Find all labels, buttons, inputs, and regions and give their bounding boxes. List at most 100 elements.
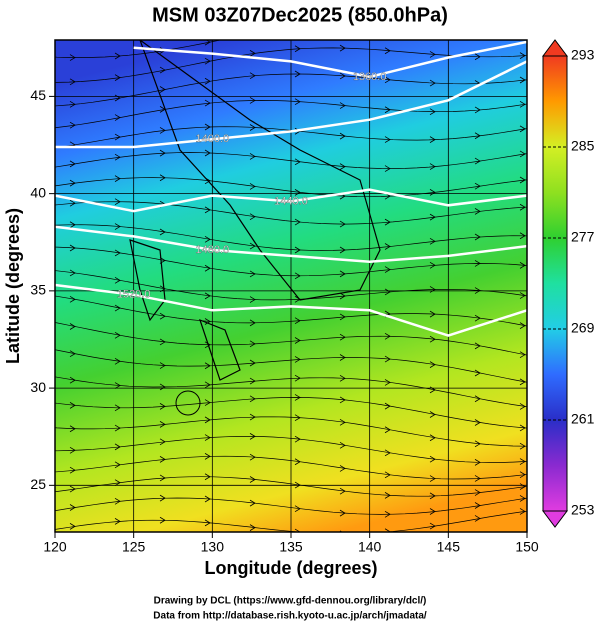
stream-arrow	[114, 443, 121, 451]
stream-arrow	[339, 72, 346, 80]
stream-arrow	[249, 433, 256, 440]
stream-arrow	[429, 163, 436, 170]
stream-arrow	[339, 292, 346, 300]
stream-arrow	[339, 270, 346, 278]
stream-arrow	[114, 331, 121, 339]
stream-arrow	[384, 243, 391, 250]
stream-arrow	[204, 416, 211, 424]
stream-arrow	[384, 106, 391, 114]
stream-arrow	[384, 47, 391, 55]
stream-arrow	[249, 270, 256, 278]
stream-arrow	[519, 403, 526, 410]
stream-arrow	[159, 403, 166, 410]
stream-arrow	[249, 377, 256, 385]
stream-arrow	[429, 189, 436, 196]
contour-line	[55, 60, 528, 149]
stream-arrow	[384, 471, 391, 479]
stream-arrow	[519, 76, 526, 84]
stream-arrow	[474, 260, 481, 267]
footer-line: Drawing by DCL (https://www.gfd-dennou.o…	[154, 596, 427, 607]
stream-arrow	[114, 52, 121, 60]
streamline	[55, 40, 223, 58]
stream-arrow	[384, 510, 391, 518]
contour-label: 1520.0	[117, 289, 151, 301]
stream-arrow	[249, 395, 256, 403]
stream-arrow	[159, 338, 166, 346]
stream-arrow	[384, 288, 391, 296]
stream-arrow	[474, 515, 481, 522]
x-tick-label: 135	[279, 539, 303, 555]
stream-arrow	[474, 182, 481, 190]
stream-arrow	[69, 78, 76, 86]
stream-arrow	[384, 332, 391, 340]
stream-arrow	[204, 149, 211, 157]
stream-arrow	[249, 453, 256, 461]
stream-arrow	[294, 458, 301, 466]
stream-arrow	[429, 310, 436, 318]
stream-arrow	[204, 341, 211, 349]
stream-arrow	[294, 98, 301, 106]
stream-arrow	[69, 295, 76, 303]
stream-arrow	[69, 446, 76, 454]
stream-arrow	[159, 474, 166, 482]
stream-arrow	[519, 292, 526, 299]
stream-arrow	[204, 292, 211, 300]
stream-arrow	[475, 27, 480, 33]
stream-arrow	[384, 426, 391, 434]
stream-arrow	[429, 434, 436, 442]
stream-arrow	[204, 235, 211, 243]
stream-arrow	[339, 163, 346, 170]
stream-arrow	[474, 459, 481, 466]
stream-arrow	[114, 198, 121, 206]
stream-arrow	[69, 179, 76, 187]
stream-arrow	[69, 523, 76, 530]
stream-arrow	[339, 487, 346, 495]
stream-arrow	[339, 441, 346, 449]
stream-arrow	[204, 99, 211, 107]
stream-arrow	[294, 70, 301, 78]
stream-arrow	[114, 382, 121, 389]
stream-arrow	[429, 51, 436, 58]
stream-arrow	[159, 438, 166, 446]
stream-arrow	[474, 342, 481, 350]
stream-arrow	[294, 246, 301, 254]
colorbar-tick-label: 261	[571, 411, 595, 427]
stream-arrow	[114, 153, 121, 161]
stream-arrow	[69, 425, 76, 433]
stream-arrow	[69, 376, 76, 384]
stream-arrow	[69, 485, 76, 493]
stream-arrow	[159, 257, 166, 264]
stream-arrow	[520, 28, 525, 34]
x-tick-label: 120	[43, 539, 67, 555]
stream-arrow	[474, 502, 481, 509]
coastline	[129, 239, 166, 322]
stream-arrow	[474, 53, 481, 61]
coastline	[139, 40, 381, 301]
stream-arrow	[474, 369, 481, 377]
stream-arrow	[159, 383, 166, 391]
x-tick-label: 130	[201, 539, 225, 555]
stream-arrow	[249, 97, 256, 104]
stream-arrow	[519, 150, 526, 158]
stream-arrow	[384, 136, 391, 143]
stream-arrow	[474, 440, 481, 448]
plot-frame	[54, 39, 528, 533]
stream-arrow	[114, 276, 121, 284]
contour-line	[54, 283, 528, 337]
stream-arrow	[159, 362, 166, 369]
stream-arrow	[294, 414, 301, 422]
footer-line: Data from http://database.rish.kyoto-u.a…	[153, 611, 427, 622]
coastline	[199, 318, 241, 381]
stream-arrow	[294, 528, 301, 532]
stream-arrow	[294, 337, 301, 344]
stream-arrow	[249, 72, 256, 80]
stream-arrow	[69, 504, 76, 511]
contour-label: 1400.0	[196, 133, 230, 145]
stream-arrow	[384, 266, 391, 273]
stream-arrow	[384, 218, 391, 226]
stream-arrow	[159, 421, 166, 428]
stream-arrow	[204, 362, 211, 370]
y-axis-label: Latitude (degrees)	[3, 208, 23, 364]
stream-arrow	[69, 350, 76, 358]
